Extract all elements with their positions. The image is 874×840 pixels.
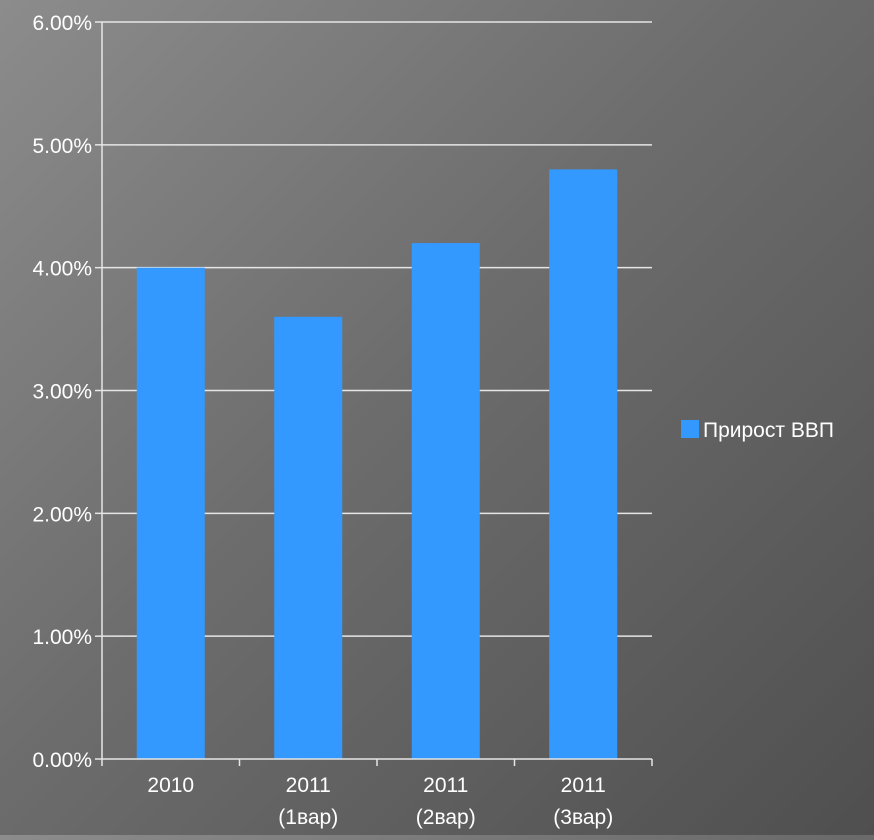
bar (136, 267, 205, 759)
y-tick-label: 5.00% (32, 135, 92, 158)
y-tick-label: 3.00% (32, 381, 92, 404)
x-tick-label: 2011 (3вар) (553, 774, 613, 829)
y-tick-label: 1.00% (32, 626, 92, 649)
y-tick-label: 6.00% (32, 12, 92, 35)
x-tick-label: 2011 (1вар) (278, 774, 338, 829)
y-tick-labels: 0.00% 1.00% 2.00% 3.00% 4.00% 5.00% 6.00% (32, 12, 92, 772)
y-tick-label: 4.00% (32, 258, 92, 281)
x-tick-label: 2010 (147, 774, 194, 797)
y-tick-label: 2.00% (32, 503, 92, 526)
axes (95, 21, 653, 766)
bar (411, 243, 480, 760)
legend-swatch (681, 420, 699, 438)
bar (549, 169, 618, 759)
legend: Прирост ВВП (681, 419, 834, 442)
x-tick-label: 2011 (2вар) (416, 774, 476, 829)
y-tick-label: 0.00% (32, 749, 92, 772)
x-tick-labels: 2010 2011 (1вар) 2011 (2вар) 2011 (3вар) (147, 774, 613, 829)
legend-label: Прирост ВВП (703, 419, 834, 442)
bar (274, 316, 343, 759)
bars (136, 169, 618, 760)
